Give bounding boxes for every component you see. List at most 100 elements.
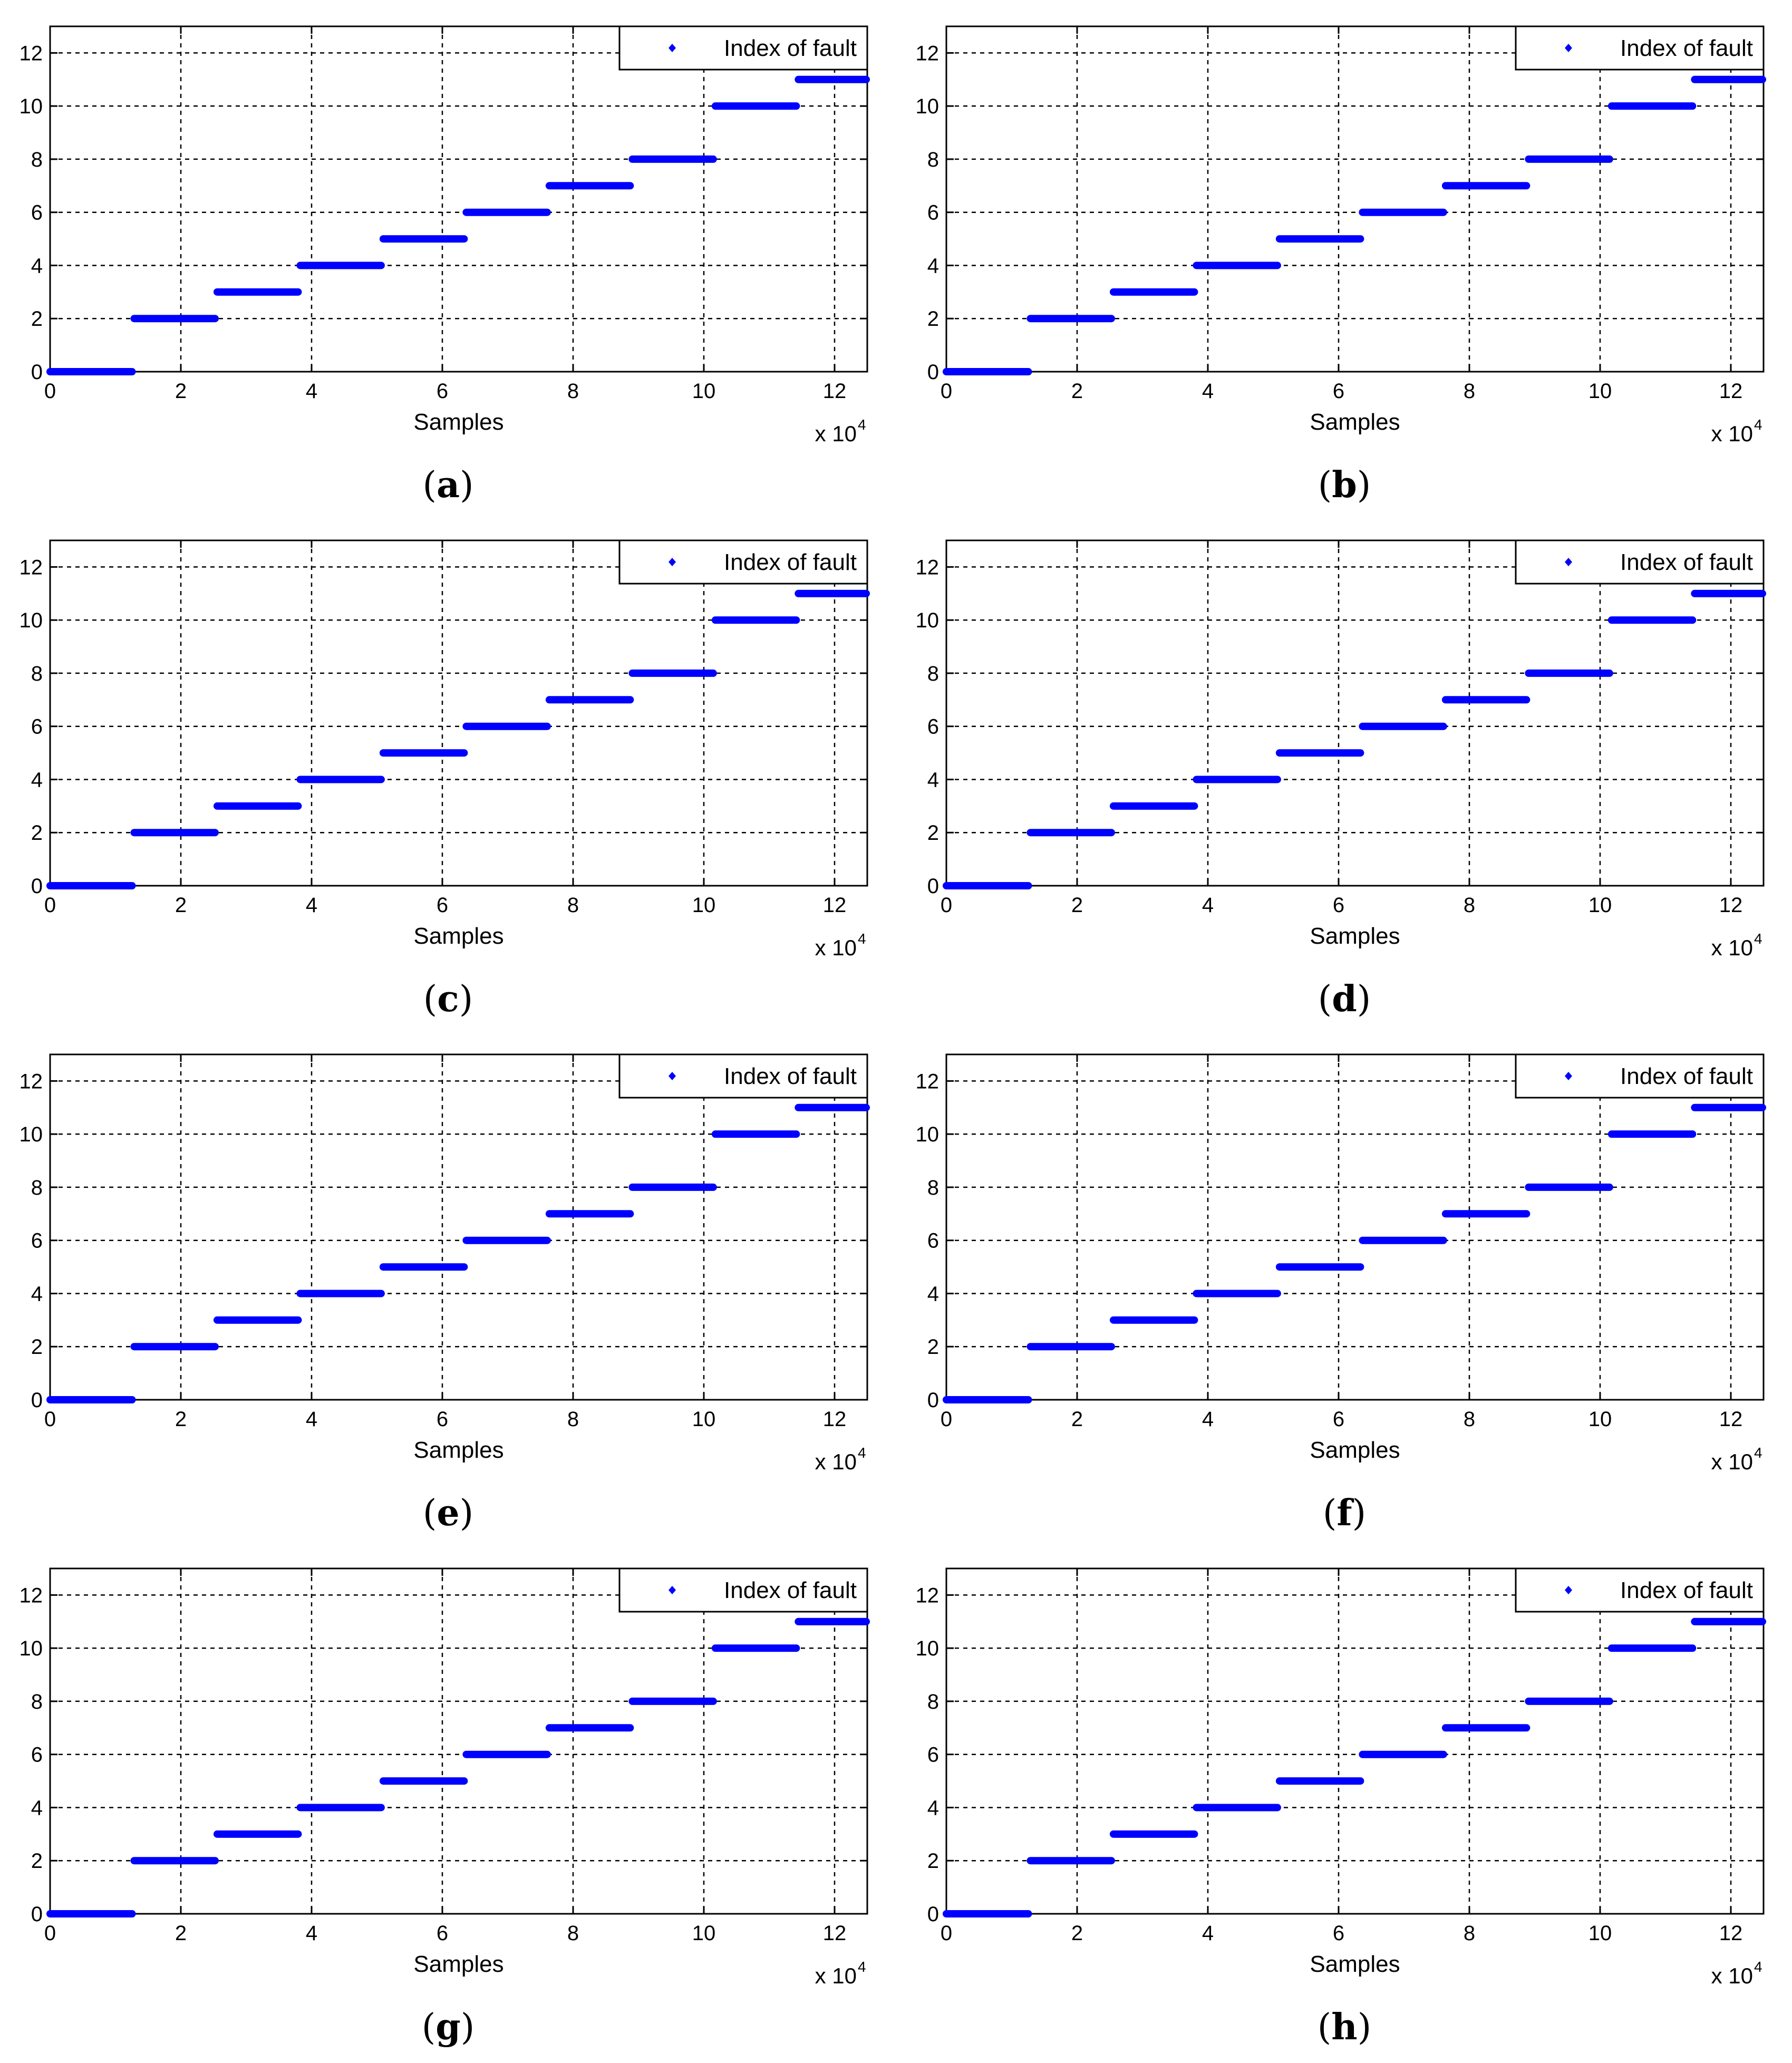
chart-panel-c: 0 2 4 6 8 10 12 0 2 4 6 8 10 12 Samples x 10 4 Index of f… [0,514,896,1030]
x-tick-label: 2 [1071,380,1083,403]
x-tick-label: 6 [437,894,448,917]
panel-caption: (b) [1318,464,1371,506]
y-tick-label: 12 [20,42,43,65]
y-tick-label: 0 [927,1903,939,1926]
panel-caption: (c) [423,978,473,1020]
y-tick-label: 4 [31,768,43,791]
y-tick-label: 2 [31,1849,43,1873]
x-multiplier-exponent: 4 [858,1959,866,1975]
x-tick-label: 2 [1071,894,1083,917]
x-tick-label: 10 [1588,1408,1612,1431]
legend-marker [1565,1072,1572,1080]
y-tick-label: 0 [31,361,43,384]
x-tick-label: 8 [1464,1408,1475,1431]
legend-entry: Index of fault [1620,35,1753,61]
y-tick-label: 8 [31,1690,43,1713]
chart-panel-g: 0 2 4 6 8 10 12 0 2 4 6 8 10 12 Samples x 10 4 Index of f… [0,1542,896,2058]
x-tick-label: 6 [1333,894,1344,917]
x-multiplier-exponent: 4 [858,417,866,433]
x-multiplier: x 10 [1711,1449,1753,1474]
x-tick-label: 2 [175,1408,187,1431]
x-tick-label: 2 [175,1922,187,1945]
x-multiplier: x 10 [815,935,857,960]
x-tick-label: 12 [823,1922,847,1945]
x-tick-label: 8 [1464,894,1475,917]
x-tick-label: 4 [1202,1408,1214,1431]
y-tick-label: 12 [916,1070,939,1093]
panel-caption: (e) [422,1492,474,1534]
y-tick-label: 12 [916,1584,939,1607]
y-tick-label: 4 [927,1282,939,1305]
x-tick-label: 12 [823,380,847,403]
legend-box [1515,539,1765,585]
y-tick-label: 8 [927,1176,939,1199]
y-tick-label: 2 [927,1335,939,1359]
y-tick-label: 6 [31,1744,43,1767]
x-multiplier: x 10 [815,1963,857,1988]
panel-caption: (h) [1317,2006,1372,2048]
x-tick-label: 4 [1202,894,1214,917]
y-tick-label: 4 [927,1796,939,1819]
y-tick-label: 12 [20,1070,43,1093]
legend-box [1515,25,1765,71]
legend-box [618,1567,868,1613]
x-tick-label: 0 [44,1922,56,1945]
y-tick-label: 10 [20,609,43,632]
x-tick-label: 2 [175,894,187,917]
x-multiplier-exponent: 4 [858,1445,866,1461]
y-tick-label: 4 [31,1796,43,1819]
x-multiplier: x 10 [815,421,857,446]
chart-panel-d: 0 2 4 6 8 10 12 0 2 4 6 8 10 12 Samples x 10 4 Index of f… [896,514,1792,1030]
y-tick-label: 6 [31,715,43,739]
y-tick-label: 8 [31,148,43,171]
y-tick-label: 10 [916,609,939,632]
y-tick-label: 12 [916,42,939,65]
chart-panel-b: 0 2 4 6 8 10 12 0 2 4 6 8 10 12 Samples x 10 4 Index of f… [896,0,1792,516]
x-tick-label: 0 [44,1408,56,1431]
x-tick-label: 6 [1333,380,1344,403]
legend-box [618,539,868,585]
plot-frame [945,539,1765,887]
y-tick-label: 6 [927,1229,939,1253]
legend-box [1515,1567,1765,1613]
legend-box [1515,1053,1765,1099]
x-tick-label: 8 [567,380,579,403]
x-tick-label: 8 [567,1922,579,1945]
x-tick-label: 0 [44,894,56,917]
y-tick-label: 0 [927,875,939,898]
plot-frame [49,25,868,373]
y-tick-label: 0 [31,1389,43,1412]
x-tick-label: 0 [941,1408,952,1431]
x-tick-label: 8 [1464,380,1475,403]
chart-panel-f: 0 2 4 6 8 10 12 0 2 4 6 8 10 12 Samples x 10 4 Index of f… [896,1028,1792,1544]
y-tick-label: 2 [927,1849,939,1873]
plot-frame [945,1053,1765,1401]
legend-marker [669,44,676,52]
x-tick-label: 8 [1464,1922,1475,1945]
y-tick-label: 8 [927,662,939,685]
x-tick-label: 10 [1588,894,1612,917]
x-tick-label: 6 [437,1922,448,1945]
x-tick-label: 6 [437,380,448,403]
x-axis-label: Samples [413,1951,503,1977]
x-tick-label: 0 [44,380,56,403]
x-tick-label: 2 [1071,1408,1083,1431]
x-tick-label: 10 [692,894,716,917]
y-tick-label: 6 [927,715,939,739]
x-multiplier-exponent: 4 [1754,1445,1762,1461]
y-tick-label: 6 [927,1744,939,1767]
panel-caption: (a) [422,464,474,506]
y-tick-label: 10 [916,1123,939,1146]
y-tick-label: 6 [31,201,43,225]
legend-box [618,1053,868,1099]
panel-caption: (f) [1322,1492,1367,1534]
legend-entry: Index of fault [724,549,857,575]
y-tick-label: 4 [927,768,939,791]
y-tick-label: 10 [916,95,939,118]
chart-panel-h: 0 2 4 6 8 10 12 0 2 4 6 8 10 12 Samples x 10 4 Index of f… [896,1542,1792,2058]
